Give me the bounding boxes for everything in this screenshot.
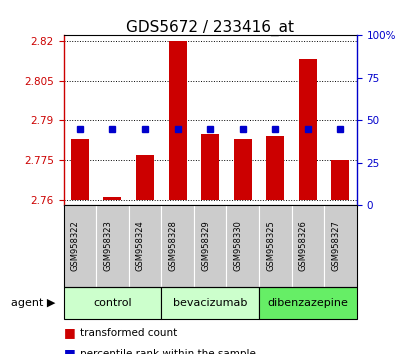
Text: dibenzazepine: dibenzazepine [267, 298, 347, 308]
Text: bevacizumab: bevacizumab [173, 298, 247, 308]
Bar [233, 139, 251, 200]
Text: agent ▶: agent ▶ [11, 298, 55, 308]
Text: GSM958328: GSM958328 [168, 221, 177, 272]
Text: GSM958324: GSM958324 [136, 221, 145, 272]
Text: percentile rank within the sample: percentile rank within the sample [80, 349, 255, 354]
Text: GSM958329: GSM958329 [201, 221, 209, 272]
Bar [136, 155, 153, 200]
Text: ■: ■ [63, 348, 75, 354]
Text: GSM958322: GSM958322 [71, 221, 80, 272]
Text: GSM958326: GSM958326 [298, 221, 307, 272]
Text: GSM958330: GSM958330 [233, 221, 242, 272]
Bar [298, 59, 316, 200]
Bar [330, 160, 348, 200]
Text: GSM958323: GSM958323 [103, 221, 112, 272]
Bar [266, 136, 283, 200]
Bar [168, 41, 186, 200]
Bar [71, 139, 89, 200]
Text: GSM958327: GSM958327 [330, 221, 339, 272]
Text: control: control [93, 298, 131, 308]
Text: ■: ■ [63, 326, 75, 339]
Text: GDS5672 / 233416_at: GDS5672 / 233416_at [126, 19, 293, 36]
Text: transformed count: transformed count [80, 328, 177, 338]
Bar [103, 197, 121, 200]
Bar [201, 133, 218, 200]
Text: GSM958325: GSM958325 [265, 221, 274, 272]
